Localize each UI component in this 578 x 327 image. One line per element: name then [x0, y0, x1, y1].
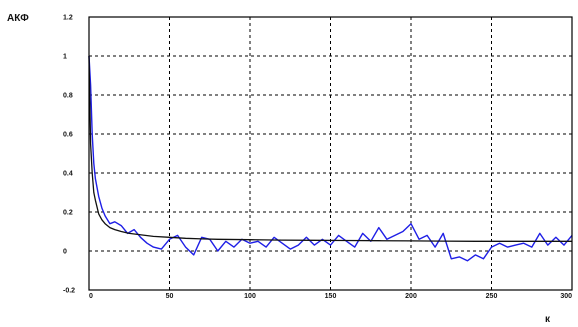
series-group: [88, 55, 573, 262]
y-tick-label: 0.4: [63, 171, 73, 178]
x-tick-label: 200: [405, 293, 417, 300]
y-axis-label: АКФ: [7, 13, 29, 24]
acf-series-line-black: [88, 55, 572, 242]
y-tick-label: 1.2: [63, 15, 73, 22]
x-axis-label: к: [545, 314, 551, 325]
y-tick-label: -0.2: [63, 288, 75, 295]
y-tick-label: 1: [63, 54, 67, 61]
x-tick-label: 0: [89, 293, 93, 300]
y-tick-label: 0.8: [63, 93, 73, 100]
plot-frame: [88, 16, 573, 291]
tick-labels: 0 50 100 150 200 250 300 -0.2 0 0.2 0.4 0.6 0.8 1 1.2: [63, 15, 572, 301]
grid-lines: [89, 17, 572, 290]
x-tick-label: 100: [244, 293, 256, 300]
x-tick-label: 300: [560, 293, 572, 300]
y-tick-label: 0.6: [63, 132, 73, 139]
y-tick-label: 0: [63, 249, 67, 256]
acf-series-line-blue: [88, 55, 573, 262]
x-tick-label: 50: [166, 293, 174, 300]
x-tick-label: 150: [325, 293, 337, 300]
y-tick-label: 0.2: [63, 210, 73, 217]
x-tick-label: 250: [486, 293, 498, 300]
